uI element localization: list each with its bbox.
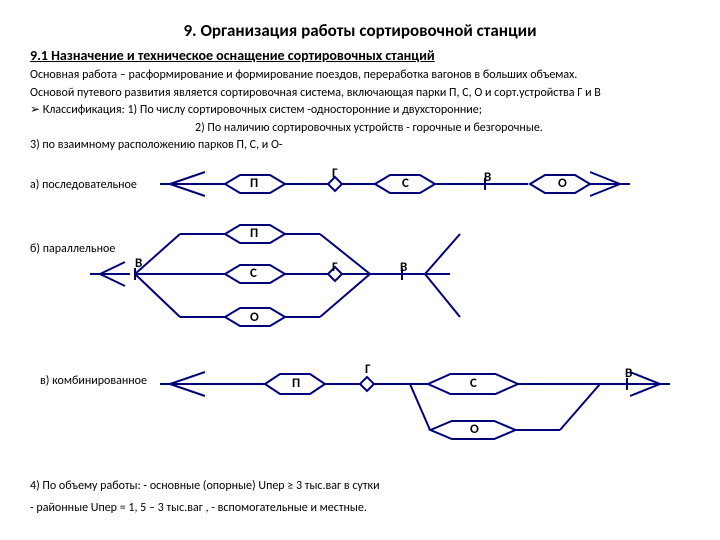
b-O: О (250, 310, 259, 325)
diagram-svg (30, 162, 690, 472)
p4: 2) По наличию сортировочных устройств - … (30, 121, 690, 137)
a-P: П (250, 176, 258, 191)
footer2: - районные Uпер = 1, 5 – 3 тыс.ваг , - в… (30, 500, 690, 516)
diagrams: а) последовательное П Г С В О б) паралле… (30, 162, 690, 472)
p1: Основная работа – расформирование и форм… (30, 68, 690, 84)
footer1: 4) По объему работы: - основные (опорные… (30, 478, 690, 494)
subtitle: 9.1 Назначение и техническое оснащение с… (30, 47, 690, 64)
c-S: С (470, 376, 477, 391)
label-c: в) комбинированное (40, 374, 147, 388)
b-V1: В (135, 256, 142, 271)
b-P: П (250, 226, 258, 241)
label-a: а) последовательное (30, 178, 137, 192)
p2: Основой путевого развития является сорти… (30, 86, 690, 102)
b-S: С (250, 266, 257, 281)
c-G: Г (365, 362, 371, 377)
a-O: О (558, 176, 567, 191)
a-G: Г (332, 166, 338, 181)
p3: Классификация: 1) По числу сортировочных… (30, 103, 690, 119)
label-b: б) параллельное (30, 242, 115, 256)
main-title: 9. Организация работы сортировочной стан… (30, 20, 690, 41)
b-G: Г (332, 260, 338, 275)
c-V: В (625, 366, 632, 381)
a-V: В (484, 170, 491, 185)
b-V2: В (400, 260, 407, 275)
c-O: О (470, 422, 479, 437)
p5: 3) по взаимному расположению парков П, С… (30, 138, 690, 154)
c-P: П (292, 376, 300, 391)
a-S: С (402, 176, 409, 191)
